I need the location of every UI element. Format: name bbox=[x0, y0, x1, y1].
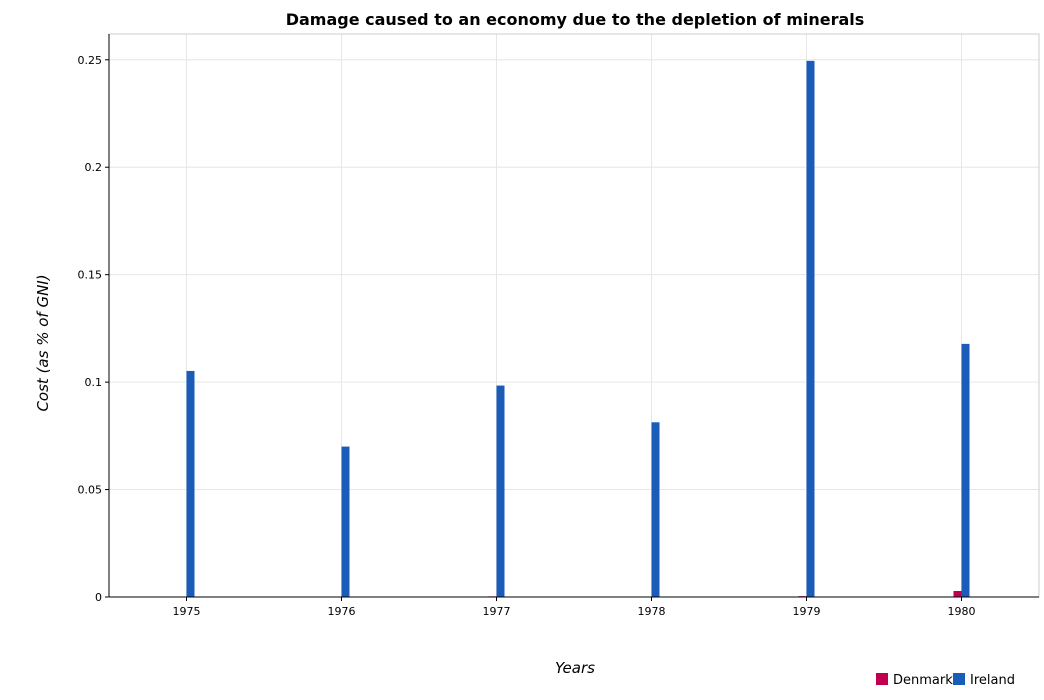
bar-ireland bbox=[961, 343, 970, 597]
bar-ireland bbox=[651, 422, 660, 597]
x-tick-label: 1977 bbox=[483, 605, 511, 618]
y-tick-label: 0.25 bbox=[78, 54, 103, 67]
x-tick-label: 1978 bbox=[638, 605, 666, 618]
bar-ireland bbox=[186, 370, 195, 597]
grid bbox=[109, 34, 1039, 598]
legend-swatch-ireland bbox=[953, 673, 965, 685]
y-tick-label: 0.05 bbox=[78, 484, 103, 497]
bar-ireland bbox=[496, 385, 505, 597]
x-tick-label: 1976 bbox=[328, 605, 356, 618]
y-tick-label: 0.15 bbox=[78, 269, 103, 282]
x-tick-label: 1975 bbox=[173, 605, 201, 618]
x-tick-label: 1980 bbox=[948, 605, 976, 618]
bar-ireland bbox=[806, 60, 815, 597]
y-axis-label: Cost (as % of GNI) bbox=[34, 274, 52, 411]
legend-swatch-denmark bbox=[876, 673, 888, 685]
x-tick-label: 1979 bbox=[793, 605, 821, 618]
axes: 0 0.05 0.1 0.15 0.2 0.25 1975 1976 1977 1978 1979 1… bbox=[78, 33, 1040, 618]
legend: Denmark Ireland bbox=[876, 673, 1015, 688]
legend-label-denmark: Denmark bbox=[893, 673, 953, 688]
y-tick-label: 0.2 bbox=[85, 161, 103, 174]
plot-frame bbox=[108, 33, 1040, 598]
bars bbox=[178, 60, 970, 597]
bar-denmark bbox=[953, 590, 962, 597]
y-tick-label: 0 bbox=[95, 591, 102, 604]
legend-label-ireland: Ireland bbox=[970, 673, 1015, 688]
y-tick-label: 0.1 bbox=[85, 376, 103, 389]
x-axis-label: Years bbox=[555, 659, 595, 677]
bar-ireland bbox=[341, 446, 350, 597]
chart-title: Damage caused to an economy due to the d… bbox=[286, 10, 865, 29]
